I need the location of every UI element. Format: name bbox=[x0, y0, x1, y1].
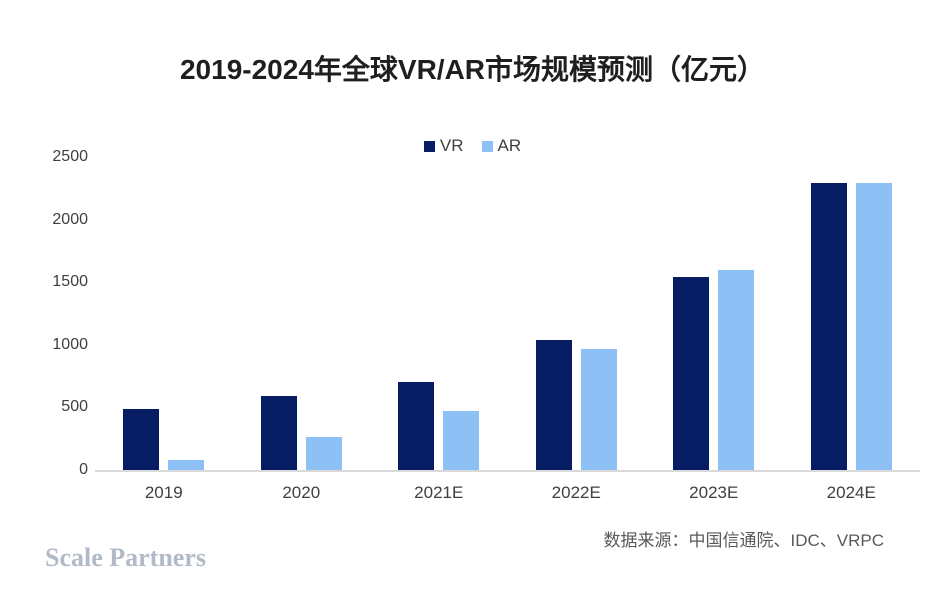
legend-item-ar: AR bbox=[481, 136, 522, 156]
y-tick-label: 1500 bbox=[52, 273, 88, 291]
y-tick-label: 2500 bbox=[52, 148, 88, 165]
bar-vr-2023E bbox=[673, 276, 710, 470]
bar-vr-2024E bbox=[810, 182, 847, 470]
x-axis-label: 2020 bbox=[282, 483, 321, 502]
source-note: 数据来源：中国信通院、IDC、VRPC bbox=[603, 531, 884, 550]
bar-group: 2020 bbox=[260, 157, 342, 502]
bar-ar-2024E bbox=[855, 182, 892, 470]
chart-title: 2019-2024年全球VR/AR市场规模预测（亿元） bbox=[179, 54, 766, 85]
legend-item-vr: VR bbox=[423, 136, 464, 156]
legend-label: AR bbox=[497, 136, 522, 155]
bar-ar-2020 bbox=[305, 436, 342, 470]
bar-vr-2021E bbox=[398, 382, 435, 470]
legend-swatch-icon bbox=[481, 140, 493, 152]
x-axis-label: 2021E bbox=[414, 483, 464, 502]
bar-vr-2022E bbox=[535, 340, 572, 470]
legend: VR AR bbox=[0, 136, 945, 156]
bar-vr-2019 bbox=[123, 409, 160, 470]
y-tick-label: 2000 bbox=[52, 210, 88, 228]
bar-group: 2023E bbox=[673, 157, 755, 502]
y-tick-label: 500 bbox=[61, 398, 88, 416]
bar-group: 2024E bbox=[810, 157, 892, 502]
legend-label: VR bbox=[439, 136, 464, 155]
y-tick-label: 0 bbox=[79, 461, 88, 478]
legend-swatch-icon bbox=[423, 140, 435, 152]
bar-group: 2022E bbox=[535, 157, 617, 502]
y-axis: 0 500 1000 1500 2000 2500 bbox=[20, 148, 88, 478]
bar-ar-2022E bbox=[580, 348, 617, 470]
x-axis-label: 2023E bbox=[689, 483, 739, 502]
watermark: Scale Partners bbox=[45, 543, 207, 572]
x-axis-label: 2024E bbox=[826, 483, 876, 502]
bar-ar-2021E bbox=[443, 410, 480, 470]
x-axis-label: 2022E bbox=[551, 483, 601, 502]
bar-group: 2021E bbox=[398, 157, 480, 502]
bar-vr-2020 bbox=[260, 395, 297, 470]
bar-ar-2023E bbox=[718, 270, 755, 470]
y-tick-label: 1000 bbox=[52, 335, 88, 353]
plot-area: 2019 2020 2021E 2022E 2023E 2024E bbox=[95, 157, 920, 502]
bar-group: 2019 bbox=[123, 157, 205, 502]
bar-ar-2019 bbox=[168, 459, 205, 470]
x-axis-label: 2019 bbox=[144, 483, 183, 502]
